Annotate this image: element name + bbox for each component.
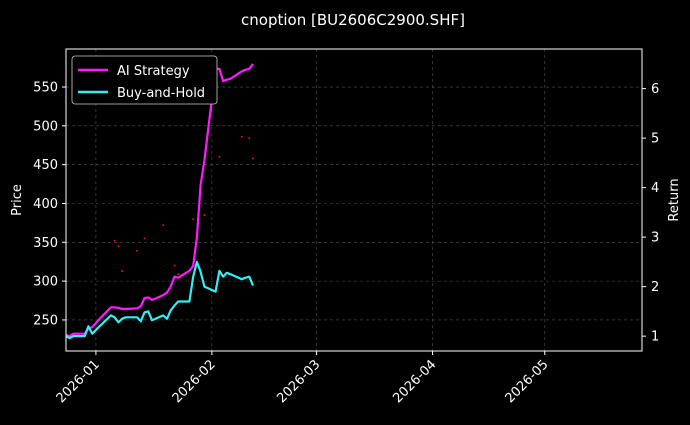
left-axis-tick-label: 500 xyxy=(33,119,58,134)
trade-marker xyxy=(203,214,206,217)
legend-label-buy-and-hold: Buy-and-Hold xyxy=(117,86,205,101)
trade-marker xyxy=(218,155,221,158)
trade-marker-layer xyxy=(113,135,254,276)
trade-marker xyxy=(192,218,195,220)
chart-title: cnoption [BU2606C2900.SHF] xyxy=(241,11,465,29)
buy-and-hold-line xyxy=(65,260,255,340)
legend-label-ai-strategy: AI Strategy xyxy=(117,64,190,79)
left-axis-tick-label: 450 xyxy=(33,158,58,173)
trade-marker xyxy=(117,245,120,248)
trade-marker xyxy=(248,137,251,140)
right-axis-tick-label: 5 xyxy=(651,132,659,147)
plot-frame xyxy=(65,48,643,352)
right-axis-tick-label: 2 xyxy=(651,280,659,295)
right-axis: 1 2 3 4 5 6 xyxy=(642,82,659,345)
chart-legend: AI Strategy Buy-and-Hold xyxy=(71,55,218,105)
trade-marker xyxy=(240,135,243,138)
y-axis-label-left: Price xyxy=(10,184,25,216)
ai-strategy-line xyxy=(65,63,254,338)
trade-marker xyxy=(121,270,124,272)
y-axis-label-right: Return xyxy=(667,178,682,221)
right-axis-tick-label: 1 xyxy=(651,330,659,345)
left-axis-tick-label: 550 xyxy=(33,81,58,96)
right-axis-tick-label: 3 xyxy=(651,231,659,246)
trade-marker xyxy=(162,224,165,227)
left-axis: 250 300 350 400 450 500 550 xyxy=(33,81,66,328)
left-axis-tick-label: 300 xyxy=(33,275,58,290)
trade-marker xyxy=(136,249,139,252)
right-axis-tick-label: 4 xyxy=(651,181,659,196)
left-axis-tick-label: 250 xyxy=(33,313,58,328)
series-layer xyxy=(65,63,255,340)
legend-box xyxy=(71,55,218,105)
left-axis-tick-label: 350 xyxy=(33,236,58,251)
trade-marker xyxy=(252,157,254,160)
trade-marker xyxy=(177,273,180,276)
trade-marker xyxy=(113,239,116,242)
trade-marker xyxy=(143,237,146,240)
trade-marker xyxy=(173,264,176,267)
left-axis-tick-label: 400 xyxy=(33,197,58,212)
right-axis-tick-label: 6 xyxy=(651,82,659,97)
